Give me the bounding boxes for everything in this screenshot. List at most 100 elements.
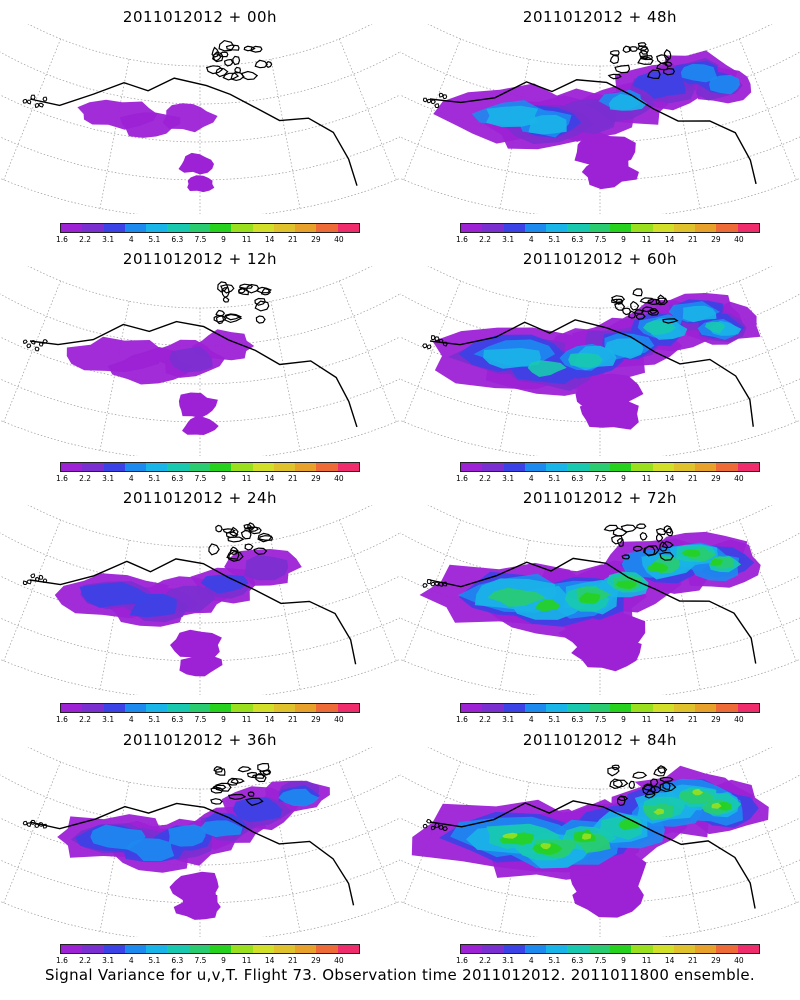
colorbar-tick-label: 5.1 bbox=[548, 715, 561, 724]
colorbar-labels: 1.6 2.2 3.1 4 5.1 6.3 7.5 9 11 14 21 29 40 bbox=[456, 956, 780, 966]
colorbar-swatch bbox=[82, 224, 104, 232]
colorbar bbox=[60, 703, 360, 713]
colorbar-tick-label: 5.1 bbox=[548, 956, 561, 965]
arctic-islands bbox=[22, 762, 272, 829]
colorbar-swatch bbox=[209, 224, 232, 232]
colorbar-tick-label: 21 bbox=[687, 715, 698, 724]
colorbar-tick-label: 14 bbox=[264, 715, 275, 724]
colorbar-swatch bbox=[567, 224, 589, 232]
signal-variance-map bbox=[400, 747, 800, 937]
colorbar-swatch bbox=[146, 704, 168, 712]
colorbar-swatch bbox=[503, 704, 525, 712]
colorbar-swatch bbox=[103, 463, 125, 471]
colorbar-swatch bbox=[524, 945, 547, 953]
panel-title: 2011012012 + 84h bbox=[522, 731, 678, 749]
coastline bbox=[429, 79, 757, 185]
colorbar-swatch bbox=[167, 224, 189, 232]
colorbar-tick-label: 21 bbox=[687, 956, 698, 965]
colorbar-swatch bbox=[252, 463, 274, 471]
colorbar-swatch bbox=[295, 704, 317, 712]
colorbar-tick-label: 1.6 bbox=[456, 474, 468, 483]
colorbar-swatch bbox=[61, 945, 83, 953]
colorbar-swatch bbox=[695, 224, 717, 232]
colorbar bbox=[460, 462, 760, 472]
colorbar-swatch bbox=[631, 224, 653, 232]
colorbar-swatch bbox=[673, 945, 696, 953]
graticule bbox=[0, 24, 400, 214]
colorbar-tick-label: 5.1 bbox=[548, 235, 561, 244]
panel-title: 2011012012 + 00h bbox=[122, 8, 278, 26]
colorbar-swatch bbox=[588, 224, 610, 232]
arctic-islands bbox=[422, 288, 679, 350]
colorbar-swatch bbox=[461, 224, 483, 232]
coastline bbox=[429, 800, 756, 909]
colorbar-tick-label: 1.6 bbox=[456, 715, 468, 724]
colorbar-tick-label: 6.3 bbox=[171, 474, 184, 483]
colorbar-tick-label: 6.3 bbox=[171, 956, 184, 965]
coastline bbox=[29, 77, 358, 186]
colorbar-tick-label: 3.1 bbox=[502, 474, 515, 483]
colorbar-tick-label: 9 bbox=[621, 715, 626, 724]
colorbar-swatch bbox=[716, 224, 738, 232]
colorbar-swatch bbox=[273, 463, 296, 471]
colorbar-labels: 1.6 2.2 3.1 4 5.1 6.3 7.5 9 11 14 21 29 40 bbox=[56, 474, 380, 484]
colorbar-tick-label: 9 bbox=[221, 956, 226, 965]
colorbar-tick-label: 3.1 bbox=[102, 956, 115, 965]
colorbar-tick-label: 5.1 bbox=[148, 956, 161, 965]
colorbar-swatch bbox=[631, 463, 653, 471]
colorbar-swatch bbox=[167, 704, 189, 712]
colorbar-swatch bbox=[167, 463, 189, 471]
colorbar-swatch bbox=[631, 945, 653, 953]
colorbar-tick-label: 11 bbox=[641, 235, 652, 244]
colorbar-swatch bbox=[482, 463, 504, 471]
colorbar-tick-label: 2.2 bbox=[479, 715, 492, 724]
colorbar-tick-label: 40 bbox=[734, 956, 744, 965]
colorbar-tick-label: 1.6 bbox=[56, 715, 68, 724]
arctic-islands bbox=[422, 523, 674, 588]
colorbar-tick-label: 11 bbox=[241, 474, 252, 483]
colorbar-swatch bbox=[252, 224, 274, 232]
colorbar-tick-label: 40 bbox=[334, 474, 344, 483]
colorbar-swatch bbox=[273, 704, 296, 712]
colorbar-labels: 1.6 2.2 3.1 4 5.1 6.3 7.5 9 11 14 21 29 40 bbox=[456, 474, 780, 484]
variance-field bbox=[54, 549, 302, 677]
colorbar-swatch bbox=[337, 945, 359, 953]
colorbar-tick-label: 4 bbox=[528, 474, 534, 483]
map-panel-72h: 2011012012 + 72h 1.6 2.2 3.1 4 5.1 6.3 7.5 9 11 1… bbox=[400, 481, 800, 724]
colorbar-tick-label: 29 bbox=[311, 715, 321, 724]
arctic-islands bbox=[422, 764, 677, 831]
colorbar-swatch bbox=[461, 463, 483, 471]
colorbar-swatch bbox=[546, 704, 568, 712]
panel-title: 2011012012 + 48h bbox=[522, 8, 678, 26]
colorbar-tick-label: 5.1 bbox=[548, 474, 561, 483]
colorbar-tick-label: 7.5 bbox=[594, 235, 607, 244]
colorbar-tick-label: 11 bbox=[641, 474, 652, 483]
arctic-islands bbox=[22, 522, 274, 585]
colorbar-swatch bbox=[524, 704, 547, 712]
colorbar-swatch bbox=[567, 704, 589, 712]
colorbar-tick-label: 6.3 bbox=[571, 715, 584, 724]
colorbar-tick-label: 6.3 bbox=[571, 474, 584, 483]
colorbar-tick-label: 9 bbox=[221, 474, 226, 483]
variance-field bbox=[57, 780, 330, 920]
colorbar-tick-label: 4 bbox=[128, 956, 134, 965]
colorbar-swatch bbox=[273, 224, 296, 232]
colorbar-swatch bbox=[737, 704, 759, 712]
colorbar-swatch bbox=[188, 704, 210, 712]
colorbar-swatch bbox=[652, 704, 674, 712]
colorbar-labels: 1.6 2.2 3.1 4 5.1 6.3 7.5 9 11 14 21 29 40 bbox=[456, 235, 780, 245]
colorbar-swatch bbox=[588, 704, 610, 712]
colorbar-swatch bbox=[695, 463, 717, 471]
colorbar bbox=[460, 944, 760, 954]
colorbar-swatch bbox=[716, 704, 738, 712]
colorbar-tick-label: 11 bbox=[641, 715, 652, 724]
colorbar-swatch bbox=[124, 704, 147, 712]
colorbar-swatch bbox=[61, 463, 83, 471]
colorbar-tick-label: 3.1 bbox=[502, 956, 515, 965]
colorbar-tick-label: 4 bbox=[528, 956, 534, 965]
colorbar-tick-label: 14 bbox=[664, 715, 675, 724]
colorbar-tick-label: 3.1 bbox=[502, 715, 515, 724]
panel-title: 2011012012 + 72h bbox=[522, 489, 678, 507]
colorbar bbox=[460, 703, 760, 713]
colorbar-swatch bbox=[716, 945, 738, 953]
